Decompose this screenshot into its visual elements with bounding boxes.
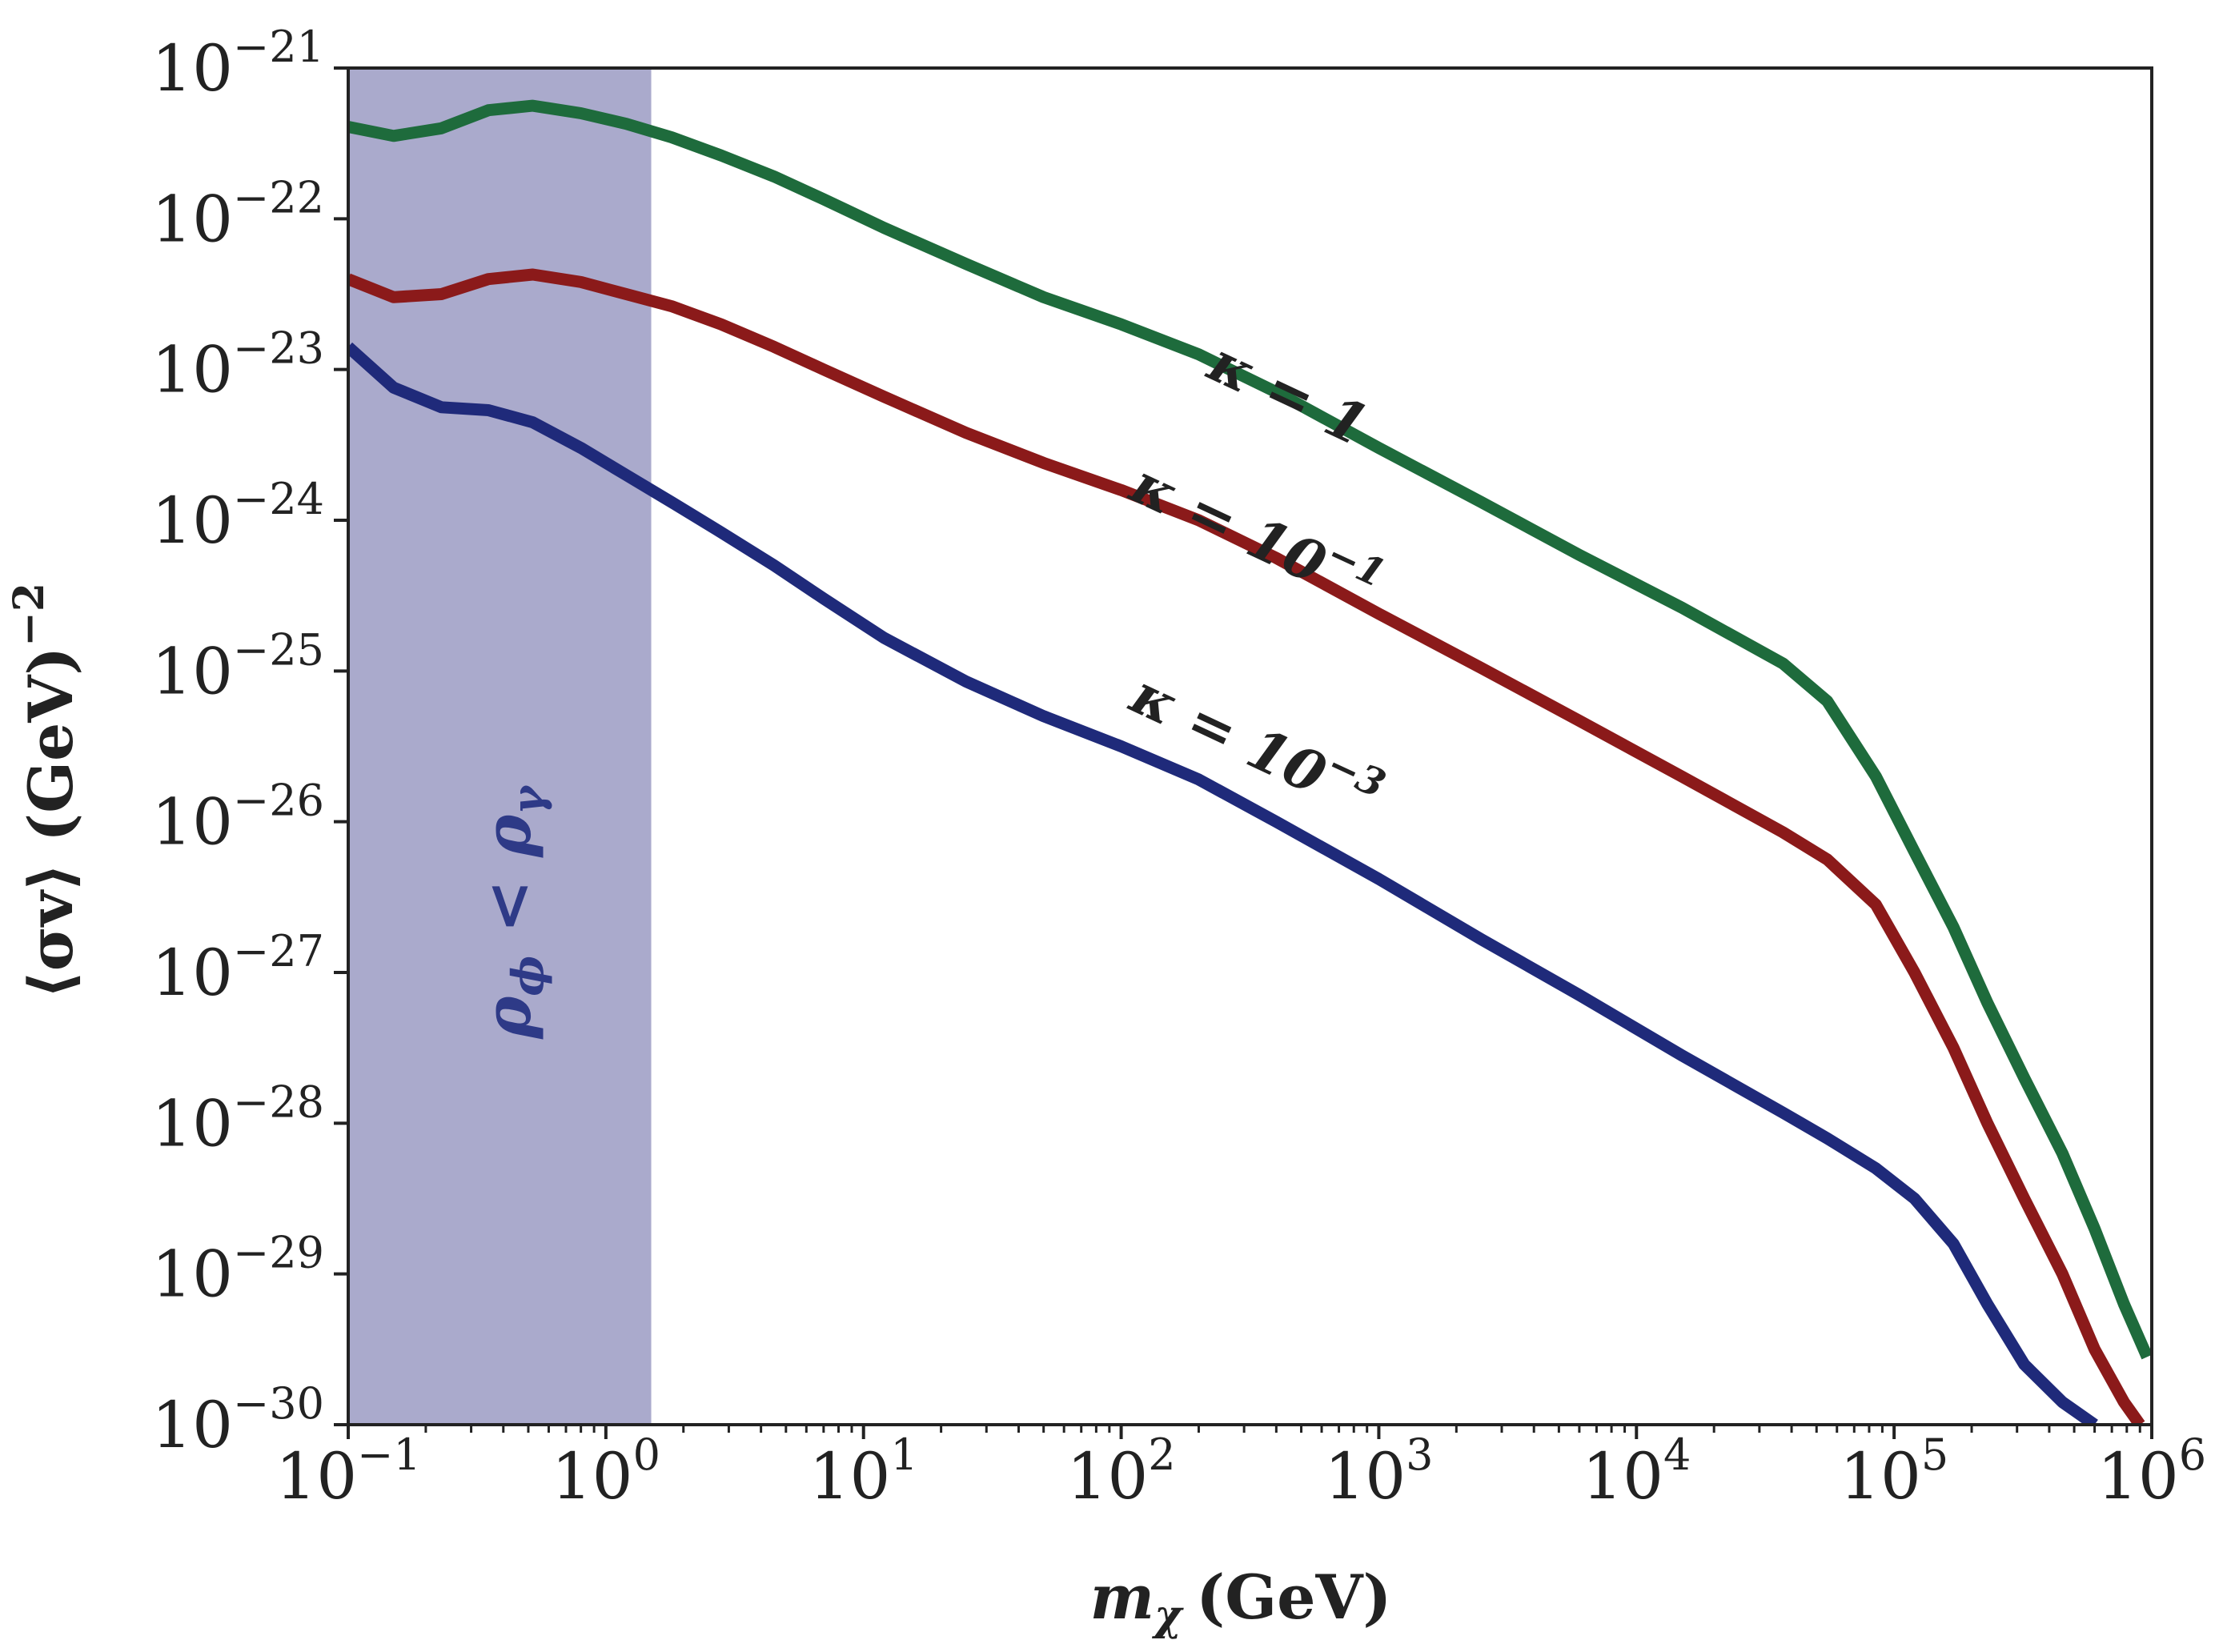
y-tick-label: 10−22 bbox=[151, 172, 324, 256]
x-tick-base: 10 bbox=[552, 1439, 633, 1514]
x-axis-title-sub: χ bbox=[1151, 1591, 1184, 1640]
y-tick-exp: −28 bbox=[233, 1077, 324, 1127]
y-axis-title-sup: −2 bbox=[5, 583, 54, 647]
y-tick-label: 10−23 bbox=[151, 323, 324, 407]
series-line-2 bbox=[348, 342, 2098, 1425]
x-tick-base: 10 bbox=[2097, 1439, 2179, 1514]
y-tick-label: 10−24 bbox=[151, 474, 324, 558]
shaded-region-label: ρϕ < ργ bbox=[470, 784, 553, 1040]
y-tick-base: 10 bbox=[151, 31, 233, 106]
y-tick-exp: −24 bbox=[233, 474, 324, 524]
y-tick-base: 10 bbox=[151, 936, 233, 1010]
plot-frame bbox=[347, 66, 2153, 1426]
x-tick-label: 100 bbox=[552, 1429, 660, 1514]
y-tick-base: 10 bbox=[151, 333, 233, 407]
y-tick-base: 10 bbox=[151, 634, 233, 708]
curve-label-kappa-1e-3-base: κ = 10 bbox=[1120, 660, 1336, 808]
x-tick-exp: 1 bbox=[890, 1429, 917, 1480]
y-tick-base: 10 bbox=[151, 785, 233, 860]
y-tick-exp: −27 bbox=[233, 926, 324, 976]
y-axis-title: ⟨σv⟩ (GeV)−2 bbox=[5, 583, 86, 999]
x-tick-exp: 2 bbox=[1148, 1429, 1175, 1480]
y-tick-label: 10−25 bbox=[151, 624, 324, 708]
x-axis-title-main: m bbox=[1090, 1562, 1154, 1633]
y-tick-base: 10 bbox=[151, 1388, 233, 1462]
region-label-mid: < ρ bbox=[470, 814, 545, 956]
curve-label-kappa-1: κ = 1 bbox=[1198, 327, 1378, 459]
y-tick-base: 10 bbox=[151, 483, 233, 558]
x-axis-title-unit: (GeV) bbox=[1196, 1562, 1391, 1633]
y-tick-label: 10−27 bbox=[151, 926, 324, 1010]
y-tick-base: 10 bbox=[151, 182, 233, 256]
x-tick-base: 10 bbox=[275, 1439, 357, 1514]
y-tick-exp: −21 bbox=[233, 22, 324, 72]
y-tick-label: 10−21 bbox=[151, 22, 324, 106]
axes-frame-layer bbox=[347, 66, 2153, 1426]
y-tick-exp: −22 bbox=[233, 172, 324, 223]
y-tick-base: 10 bbox=[151, 1237, 233, 1312]
x-tick-base: 10 bbox=[1840, 1439, 1921, 1514]
curves-layer bbox=[348, 99, 2152, 1425]
y-tick-exp: −26 bbox=[233, 776, 324, 826]
region-label-rho1: ρ bbox=[470, 996, 545, 1040]
shaded-region bbox=[348, 68, 652, 1425]
x-tick-base: 10 bbox=[1324, 1439, 1406, 1514]
x-tick-base: 10 bbox=[1582, 1439, 1663, 1514]
y-tick-label: 10−28 bbox=[151, 1077, 324, 1161]
y-tick-label: 10−26 bbox=[151, 776, 324, 860]
y-tick-label: 10−29 bbox=[151, 1228, 324, 1312]
x-tick-label: 102 bbox=[1066, 1429, 1175, 1514]
x-tick-label: 106 bbox=[2097, 1429, 2206, 1514]
x-axis-title: mχ (GeV) bbox=[1090, 1562, 1392, 1640]
x-tick-exp: 4 bbox=[1663, 1429, 1691, 1480]
x-tick-base: 10 bbox=[1066, 1439, 1148, 1514]
series-line-0 bbox=[348, 99, 2152, 1360]
x-tick-label: 10−1 bbox=[275, 1429, 420, 1514]
x-tick-label: 105 bbox=[1840, 1429, 1948, 1514]
y-tick-base: 10 bbox=[151, 1086, 233, 1161]
y-axis-title-main: ⟨σv⟩ (GeV) bbox=[15, 647, 86, 999]
curve-label-kappa-1e-1-base: κ = 10 bbox=[1120, 449, 1336, 597]
y-tick-label: 10−30 bbox=[151, 1378, 324, 1462]
curve-label-kappa-1-base: κ = 1 bbox=[1198, 327, 1378, 459]
x-tick-exp: 6 bbox=[2179, 1429, 2206, 1480]
x-tick-exp: −1 bbox=[357, 1429, 421, 1480]
y-tick-exp: −23 bbox=[233, 323, 324, 374]
ticks-layer: 10−1 100 101 102 103 104 105 10610−2110−2210−23… bbox=[151, 22, 2206, 1514]
x-tick-base: 10 bbox=[809, 1439, 891, 1514]
y-tick-exp: −25 bbox=[233, 624, 324, 675]
x-tick-exp: 3 bbox=[1406, 1429, 1433, 1480]
y-tick-exp: −30 bbox=[233, 1378, 324, 1429]
x-tick-exp: 0 bbox=[633, 1429, 660, 1480]
x-tick-label: 103 bbox=[1324, 1429, 1433, 1514]
region-label-sub1: ϕ bbox=[502, 956, 553, 996]
x-tick-exp: 5 bbox=[1921, 1429, 1948, 1480]
x-tick-label: 104 bbox=[1582, 1429, 1691, 1514]
y-tick-exp: −29 bbox=[233, 1228, 324, 1278]
region-label-sub2: γ bbox=[502, 784, 553, 815]
shaded-region-layer bbox=[348, 68, 652, 1425]
x-tick-label: 101 bbox=[809, 1429, 918, 1514]
series-line-1 bbox=[348, 268, 2145, 1425]
